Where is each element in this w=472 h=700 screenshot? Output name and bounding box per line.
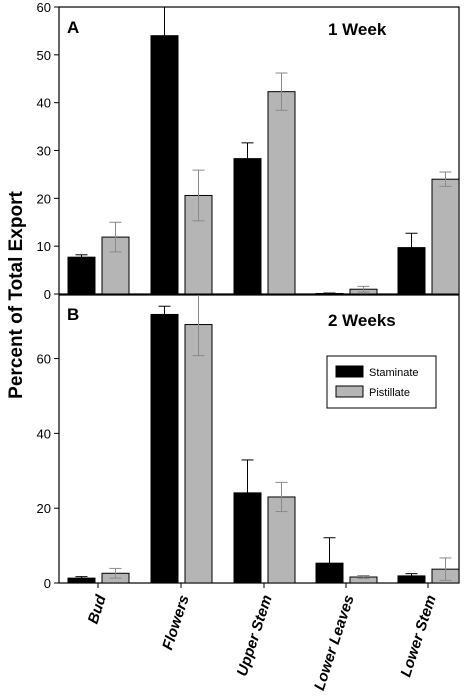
bar-staminate-upper-stem (233, 158, 262, 295)
bar-staminate-flowers (150, 35, 179, 295)
bar-staminate-bud (67, 256, 96, 295)
x-axis-tick-labels: Bud Flowers Upper Stem Lower Leaves Lower St… (85, 583, 440, 693)
legend-label-staminate: Staminate (369, 367, 419, 379)
legend-box (326, 355, 437, 409)
y-tick-label: 60 (37, 352, 51, 367)
y-tick-label: 0 (44, 576, 51, 591)
panel-a-letter: A (67, 18, 79, 37)
bar-staminate-flowers (150, 313, 179, 584)
panel-b-title: 2 Weeks (328, 311, 396, 330)
y-tick-label: 60 (37, 0, 51, 15)
y-tick-label: 0 (44, 287, 51, 302)
x-tick-label-flowers: Flowers (159, 593, 193, 652)
y-tick-label: 50 (37, 48, 51, 63)
legend: Staminate Pistillate (326, 355, 437, 409)
x-tick-label-lower-leaves: Lower Leaves (311, 593, 358, 693)
x-tick-label-lower-stem: Lower Stem (397, 593, 439, 679)
y-tick-label: 10 (37, 239, 51, 254)
bar-pistillate-flowers (184, 324, 213, 584)
y-tick-label: 30 (37, 144, 51, 159)
x-tick-label-bud: Bud (85, 592, 110, 626)
y-tick-label: 20 (37, 191, 51, 206)
y-tick-label: 20 (37, 501, 51, 516)
panel-a: A 1 Week 0 10 20 30 40 50 60 (37, 0, 460, 302)
x-tick-label-upper-stem: Upper Stem (234, 593, 276, 678)
legend-swatch-staminate (335, 365, 364, 378)
y-tick-label: 40 (37, 426, 51, 441)
y-axis-label: Percent of Total Export (6, 191, 27, 399)
panel-a-title: 1 Week (328, 20, 387, 39)
y-tick-label: 40 (37, 96, 51, 111)
bar-pistillate-lower-stem (431, 178, 460, 295)
legend-swatch-pistillate (335, 385, 364, 398)
panel-b-letter: B (67, 305, 79, 324)
panel-b: B 2 Weeks 0 20 40 60 (37, 294, 460, 591)
bar-pistillate-upper-stem (267, 91, 296, 295)
legend-label-pistillate: Pistillate (369, 387, 410, 399)
